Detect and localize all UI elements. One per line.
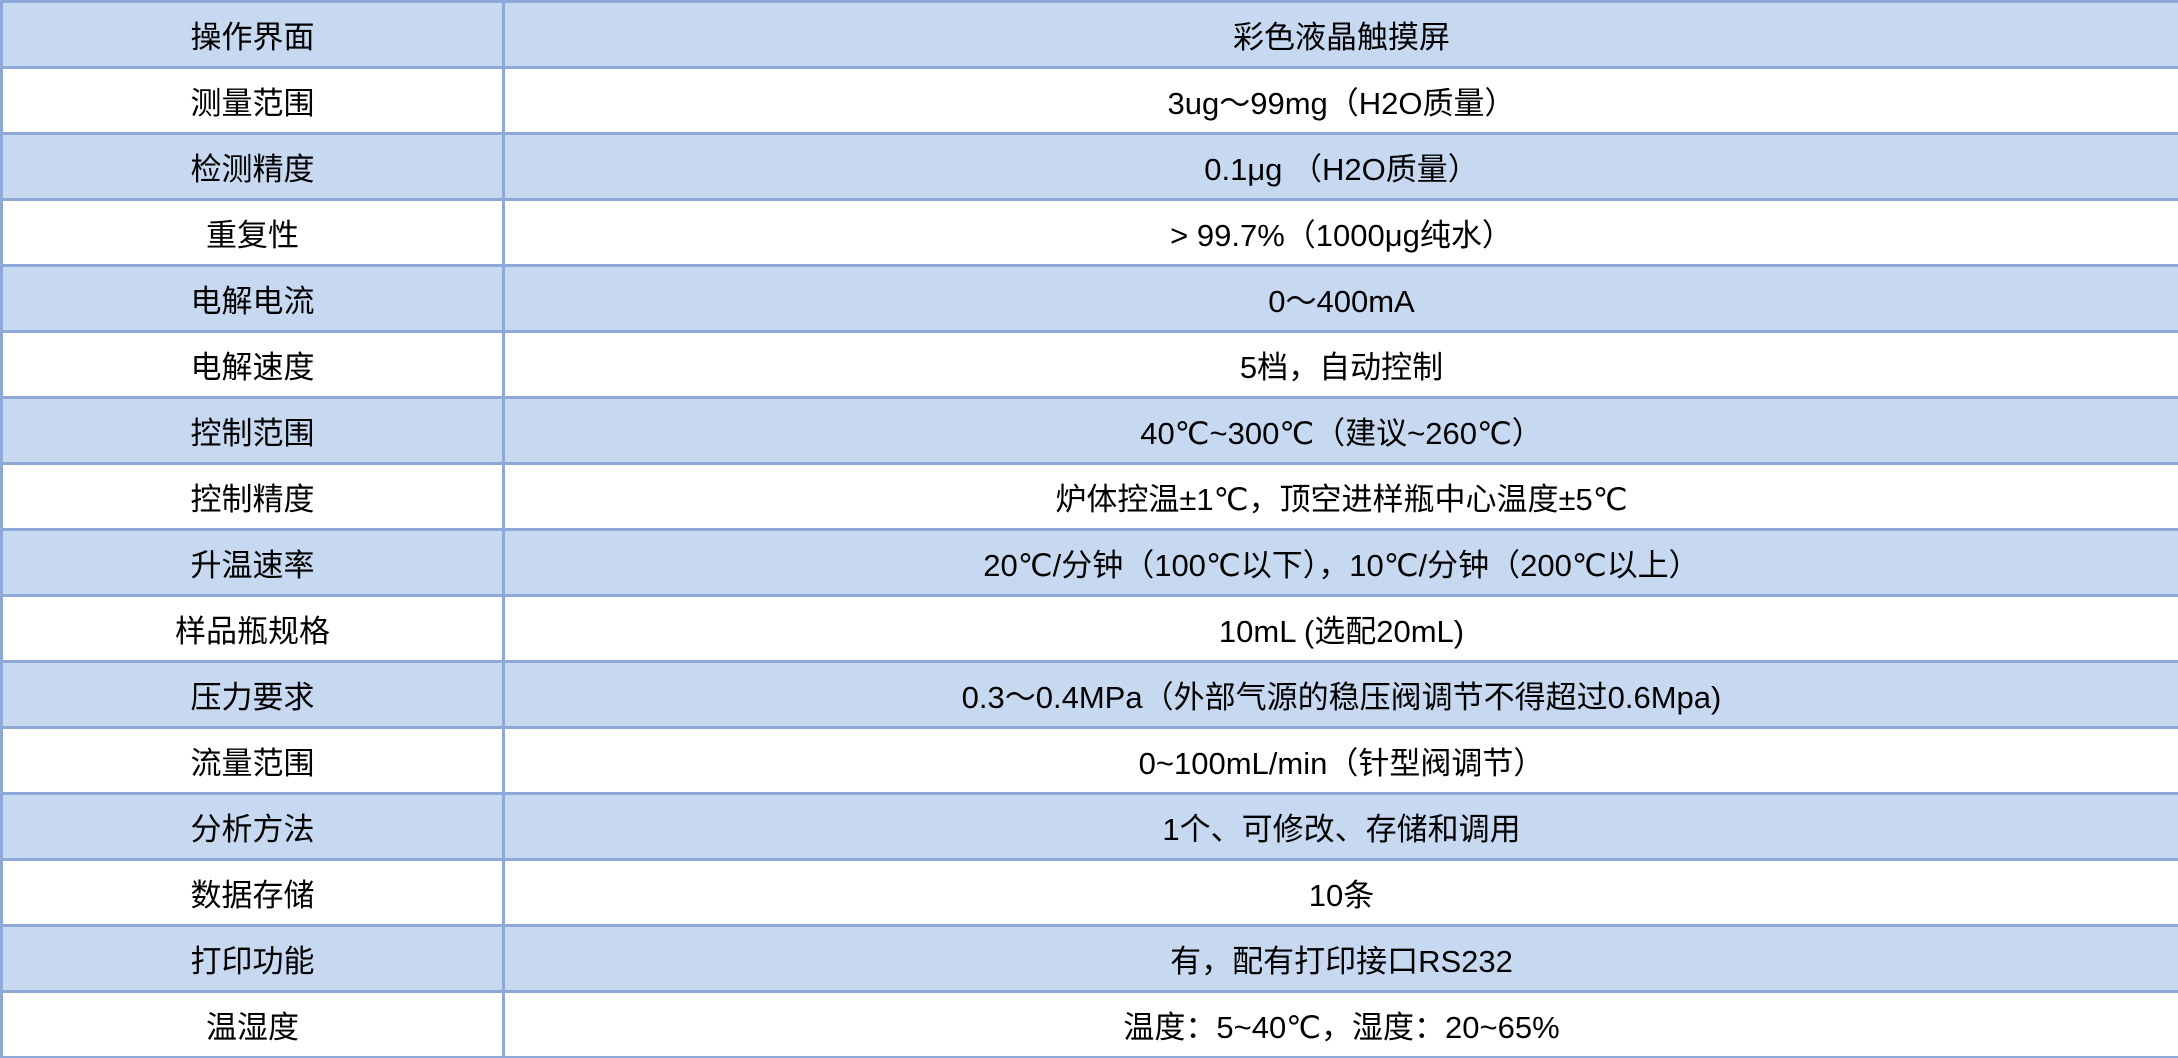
spec-label-cell: 分析方法 — [0, 792, 505, 861]
spec-value-cell: 3ug～99mg（H2O质量） — [502, 66, 2178, 135]
spec-value-cell: 20℃/分钟（100℃以下），10℃/分钟（200℃以上） — [502, 528, 2178, 597]
spec-row: 重复性 > 99.7%（1000μg纯水） — [0, 198, 2178, 267]
spec-row: 分析方法 1个、可修改、存储和调用 — [0, 792, 2178, 861]
spec-value-cell: 40℃~300℃（建议~260℃） — [502, 396, 2178, 465]
spec-label-cell: 测量范围 — [0, 66, 505, 135]
spec-row: 控制范围 40℃~300℃（建议~260℃） — [0, 396, 2178, 465]
spec-value-cell: 10条 — [502, 858, 2178, 927]
spec-row: 操作界面 彩色液晶触摸屏 — [0, 0, 2178, 69]
spec-row: 打印功能 有，配有打印接口RS232 — [0, 924, 2178, 993]
spec-row: 数据存储 10条 — [0, 858, 2178, 927]
spec-row: 流量范围 0~100mL/min（针型阀调节） — [0, 726, 2178, 795]
spec-value-cell: 彩色液晶触摸屏 — [502, 0, 2178, 69]
spec-row: 温湿度 温度：5~40℃，湿度：20~65% — [0, 990, 2178, 1058]
spec-row: 压力要求 0.3～0.4MPa（外部气源的稳压阀调节不得超过0.6Mpa) — [0, 660, 2178, 729]
spec-label-cell: 重复性 — [0, 198, 505, 267]
spec-value-cell: 0～400mA — [502, 264, 2178, 333]
spec-row: 样品瓶规格 10mL (选配20mL) — [0, 594, 2178, 663]
spec-row: 测量范围 3ug～99mg（H2O质量） — [0, 66, 2178, 135]
spec-value-cell: 炉体控温±1℃，顶空进样瓶中心温度±5℃ — [502, 462, 2178, 531]
spec-value-cell: 有，配有打印接口RS232 — [502, 924, 2178, 993]
spec-label-cell: 打印功能 — [0, 924, 505, 993]
spec-label-cell: 控制范围 — [0, 396, 505, 465]
spec-value-cell: 10mL (选配20mL) — [502, 594, 2178, 663]
spec-label-cell: 温湿度 — [0, 990, 505, 1058]
spec-value-cell: > 99.7%（1000μg纯水） — [502, 198, 2178, 267]
spec-row: 升温速率 20℃/分钟（100℃以下），10℃/分钟（200℃以上） — [0, 528, 2178, 597]
spec-value-cell: 0.1μg （H2O质量） — [502, 132, 2178, 201]
spec-value-cell: 0~100mL/min（针型阀调节） — [502, 726, 2178, 795]
spec-label-cell: 电解电流 — [0, 264, 505, 333]
spec-value-cell: 0.3～0.4MPa（外部气源的稳压阀调节不得超过0.6Mpa) — [502, 660, 2178, 729]
spec-row: 检测精度 0.1μg （H2O质量） — [0, 132, 2178, 201]
spec-value-cell: 5档，自动控制 — [502, 330, 2178, 399]
spec-label-cell: 控制精度 — [0, 462, 505, 531]
spec-label-cell: 流量范围 — [0, 726, 505, 795]
spec-label-cell: 电解速度 — [0, 330, 505, 399]
spec-value-cell: 温度：5~40℃，湿度：20~65% — [502, 990, 2178, 1058]
spec-label-cell: 升温速率 — [0, 528, 505, 597]
spec-row: 控制精度 炉体控温±1℃，顶空进样瓶中心温度±5℃ — [0, 462, 2178, 531]
spec-label-cell: 压力要求 — [0, 660, 505, 729]
spec-row: 电解速度 5档，自动控制 — [0, 330, 2178, 399]
spec-label-cell: 操作界面 — [0, 0, 505, 69]
spec-label-cell: 检测精度 — [0, 132, 505, 201]
spec-value-cell: 1个、可修改、存储和调用 — [502, 792, 2178, 861]
spec-label-cell: 数据存储 — [0, 858, 505, 927]
spec-label-cell: 样品瓶规格 — [0, 594, 505, 663]
spec-row: 电解电流 0～400mA — [0, 264, 2178, 333]
